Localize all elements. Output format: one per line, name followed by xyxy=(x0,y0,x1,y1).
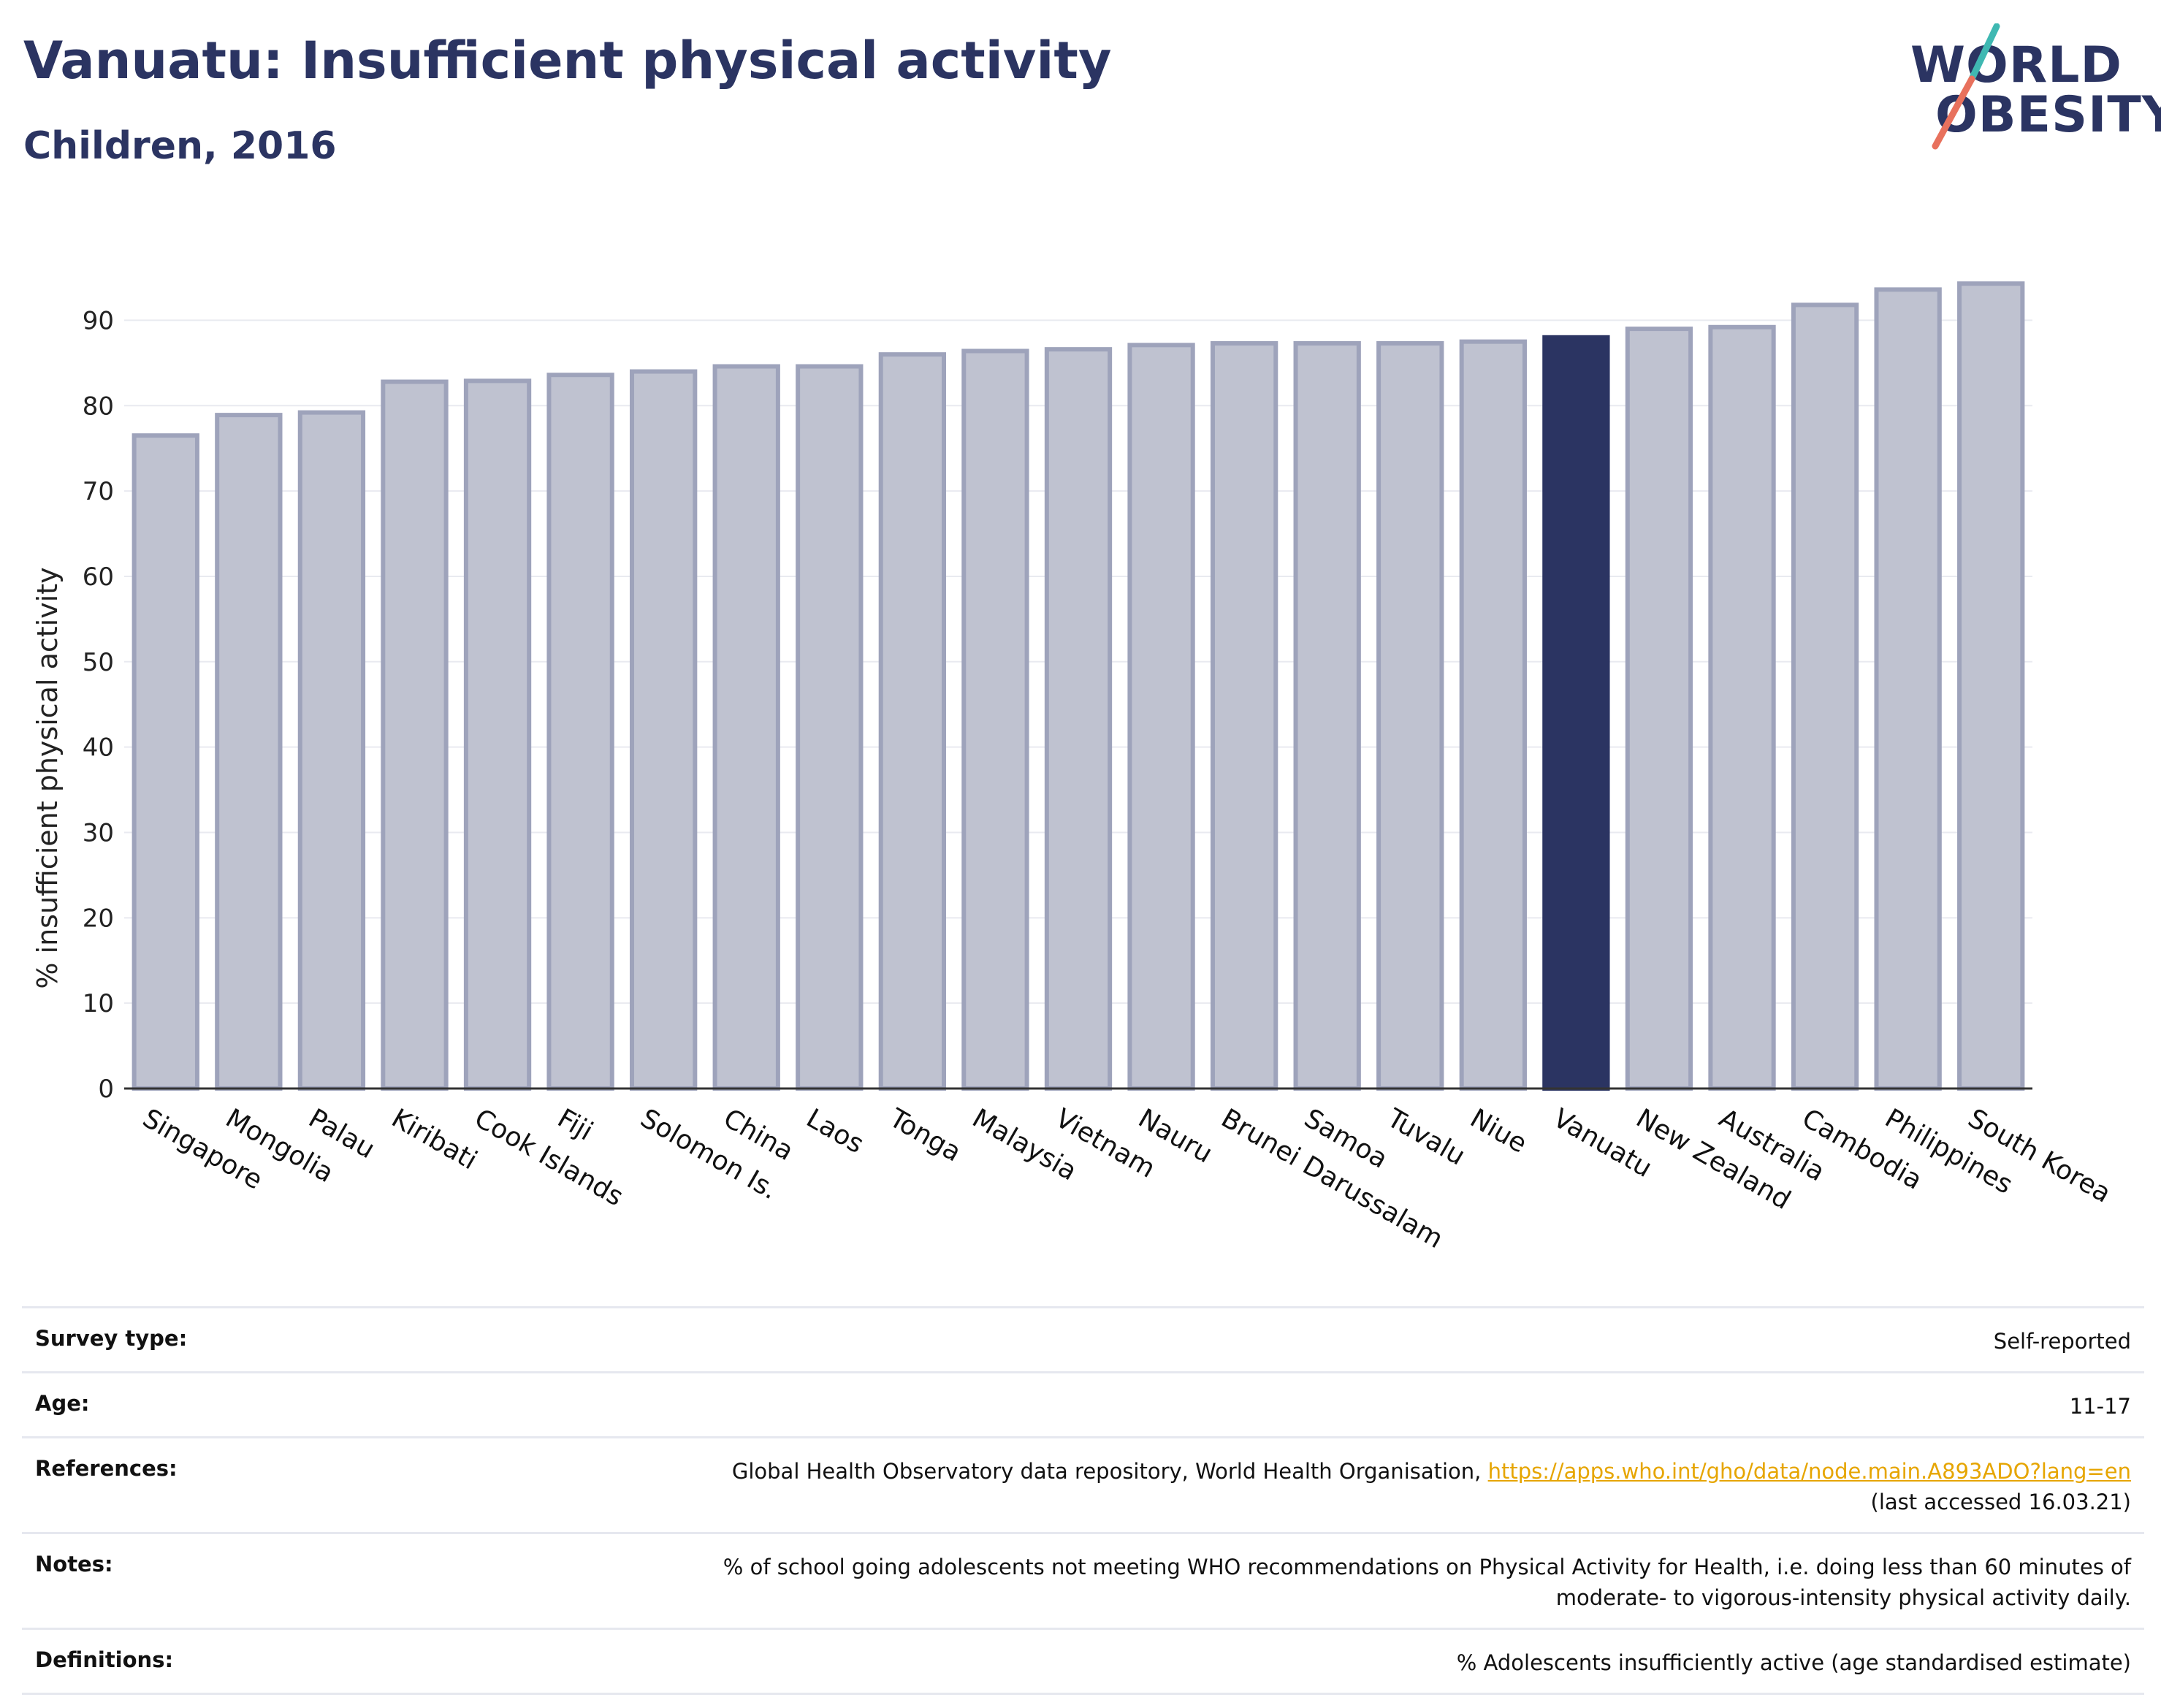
x-tick-label: Niue xyxy=(1465,1103,1531,1159)
reference-text: Global Health Observatory data repositor… xyxy=(731,1459,1488,1484)
logo-slash-icon xyxy=(1932,23,2000,150)
bar-solomon-is- xyxy=(630,369,698,1091)
info-table: Survey type: Self-reported Age: 11-17 Re… xyxy=(22,1306,2144,1695)
info-value: % Adolescents insufficiently active (age… xyxy=(1456,1650,2131,1675)
y-tick-label: 30 xyxy=(83,818,114,847)
reference-link[interactable]: https://apps.who.int/gho/data/node.main.… xyxy=(1487,1459,2131,1484)
info-value: % of school going adolescents not meetin… xyxy=(723,1552,2131,1613)
info-row-notes: Notes: % of school going adolescents not… xyxy=(22,1532,2144,1628)
x-tick-label: Fiji xyxy=(552,1103,598,1147)
bar-tonga xyxy=(878,352,947,1091)
x-tick-label: Tuvalu xyxy=(1381,1103,1470,1172)
logo-line-1: WORLD xyxy=(1910,37,2122,94)
y-tick-label: 50 xyxy=(83,648,114,677)
bar-cook-islands xyxy=(463,378,532,1091)
y-axis-label: % insufficient physical activity xyxy=(31,567,64,988)
bar-kiribati xyxy=(381,379,449,1091)
bar-malaysia xyxy=(961,348,1029,1091)
bar-vanuatu xyxy=(1542,335,1610,1091)
info-row-references: References: Global Health Observatory da… xyxy=(22,1436,2144,1532)
y-tick-label: 10 xyxy=(83,989,114,1018)
bar-singapore xyxy=(132,433,199,1091)
page-subtitle: Children, 2016 xyxy=(23,124,337,168)
info-label: Definitions: xyxy=(35,1647,174,1672)
bar-australia xyxy=(1708,324,1776,1091)
info-row-definitions: Definitions: % Adolescents insufficientl… xyxy=(22,1628,2144,1695)
logo-line-2: OBESITY xyxy=(1935,86,2161,144)
info-label: Notes: xyxy=(35,1552,113,1577)
info-value: 11-17 xyxy=(2069,1394,2131,1419)
bar-china xyxy=(712,364,780,1091)
x-tick-label: Tonga xyxy=(884,1103,967,1168)
bar-south-korea xyxy=(1957,281,2025,1091)
y-tick-label: 0 xyxy=(98,1075,114,1104)
page-title: Vanuatu: Insufficient physical activity xyxy=(23,31,1112,91)
reference-accessed: (last accessed 16.03.21) xyxy=(1870,1490,2131,1514)
notes-line-1: % of school going adolescents not meetin… xyxy=(723,1555,2131,1579)
bar-palau xyxy=(297,410,366,1091)
x-tick-label: Kiribati xyxy=(386,1103,482,1175)
info-row-age: Age: 11-17 xyxy=(22,1371,2144,1436)
info-value: Global Health Observatory data repositor… xyxy=(732,1456,2131,1517)
bar-philippines xyxy=(1874,287,1942,1091)
y-tick-label: 80 xyxy=(83,392,114,421)
bar-fiji xyxy=(546,373,614,1091)
y-tick-label: 60 xyxy=(83,563,114,592)
info-value: Self-reported xyxy=(1993,1329,2131,1354)
x-tick-label: Cook Islands xyxy=(470,1103,628,1212)
bar-brunei-darussalam xyxy=(1210,340,1278,1091)
info-label: References: xyxy=(35,1456,178,1481)
y-tick-label: 70 xyxy=(83,477,114,506)
bar-niue xyxy=(1459,339,1527,1091)
bar-vietnam xyxy=(1044,347,1113,1091)
notes-line-2: moderate- to vigorous-intensity physical… xyxy=(1555,1585,2131,1610)
y-tick-label: 20 xyxy=(83,904,114,933)
info-row-survey-type: Survey type: Self-reported xyxy=(22,1306,2144,1371)
bar-samoa xyxy=(1293,340,1361,1091)
world-obesity-logo: WORLD OBESITY xyxy=(1910,23,2161,155)
bar-mongolia xyxy=(215,413,283,1091)
bar-tuvalu xyxy=(1376,340,1444,1091)
info-label: Age: xyxy=(35,1391,90,1416)
bar-cambodia xyxy=(1791,302,1859,1091)
bar-nauru xyxy=(1127,343,1195,1091)
y-tick-label: 90 xyxy=(83,306,114,335)
y-tick-label: 40 xyxy=(83,733,114,763)
info-label: Survey type: xyxy=(35,1326,188,1351)
bar-new-zealand xyxy=(1625,327,1693,1091)
bar-chart: 0 10 20 30 40 50 60 70 80 90 % insufficient physic… xyxy=(31,281,2116,1254)
bar-laos xyxy=(796,364,864,1091)
x-tick-label: Laos xyxy=(801,1103,869,1159)
